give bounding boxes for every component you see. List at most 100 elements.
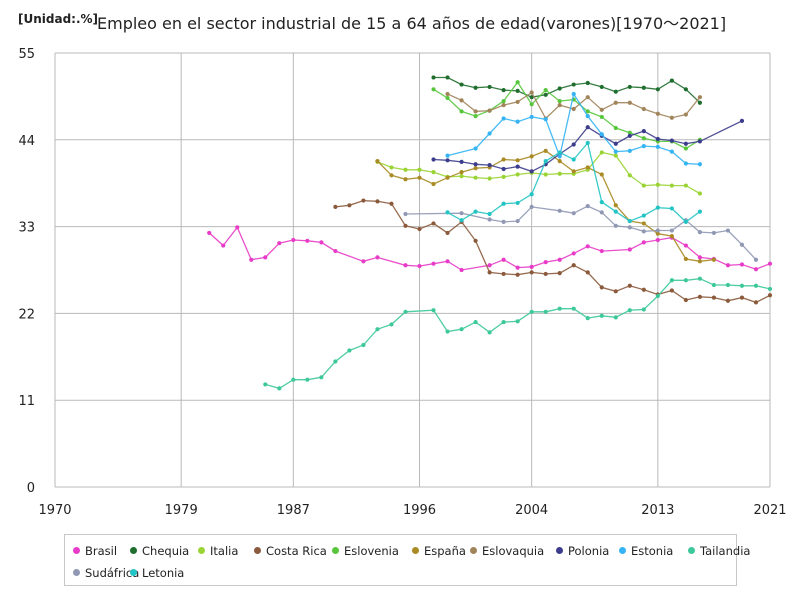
data-point-costa-rica <box>571 263 576 268</box>
legend-item[interactable]: Italia <box>198 544 238 558</box>
data-point-tailandia <box>683 278 688 283</box>
data-point-polonia <box>669 138 674 143</box>
data-point-brasil <box>403 263 408 268</box>
data-point-tailandia <box>767 286 773 292</box>
legend-item[interactable]: Letonia <box>130 566 184 580</box>
legend-item[interactable]: Brasil <box>73 544 117 558</box>
data-point-eslovaquia <box>627 100 632 105</box>
data-point-tailandia <box>263 382 268 387</box>
series-tailandia <box>263 276 773 391</box>
data-point-espana <box>389 173 394 178</box>
data-point-italia <box>515 172 520 177</box>
data-point-letonia <box>557 150 562 155</box>
data-point-tailandia <box>669 278 674 283</box>
data-point-italia <box>487 176 492 181</box>
legend-item[interactable]: Sudáfrica <box>73 566 139 580</box>
data-point-tailandia <box>473 319 478 325</box>
data-point-polonia <box>431 157 436 162</box>
series-line-letonia <box>447 141 701 223</box>
data-point-polonia <box>683 141 688 146</box>
legend-item[interactable]: Chequia <box>130 544 189 558</box>
series-line-italia <box>377 151 701 195</box>
data-point-italia <box>599 150 604 155</box>
data-point-italia <box>403 167 408 172</box>
data-point-tailandia <box>753 283 759 288</box>
data-point-brasil <box>431 261 436 266</box>
data-point-estonia <box>641 144 646 149</box>
x-tick-label: 1987 <box>277 503 310 518</box>
data-point-costa-rica <box>473 238 478 243</box>
data-point-eslovenia <box>641 136 646 141</box>
data-point-estonia <box>669 149 674 154</box>
data-point-polonia <box>459 159 464 164</box>
data-point-eslovenia <box>515 80 520 85</box>
data-point-eslovenia <box>459 109 464 114</box>
data-point-estonia <box>627 148 632 153</box>
data-point-costa-rica <box>613 289 618 294</box>
data-point-brasil <box>753 267 759 272</box>
data-point-polonia <box>641 129 646 134</box>
data-point-italia <box>683 183 688 188</box>
legend-item[interactable]: Costa Rica <box>254 544 327 558</box>
legend-marker <box>254 547 261 554</box>
data-point-tailandia <box>487 330 492 335</box>
data-point-costa-rica <box>543 271 548 277</box>
legend-item[interactable]: Eslovenia <box>332 544 399 558</box>
data-point-sudafrica <box>627 225 632 230</box>
data-point-tailandia <box>739 283 745 288</box>
data-point-espana <box>403 177 408 182</box>
data-point-letonia <box>669 206 674 211</box>
data-point-polonia <box>571 142 576 147</box>
data-point-brasil <box>655 237 660 243</box>
data-point-estonia <box>557 154 562 159</box>
data-point-eslovaquia <box>445 91 450 97</box>
data-point-letonia <box>641 213 646 218</box>
data-point-eslovaquia <box>669 115 674 120</box>
data-point-costa-rica <box>599 285 604 290</box>
legend-item[interactable]: Tailandia <box>688 544 750 558</box>
legend-label: Eslovaquia <box>482 544 545 558</box>
data-point-brasil <box>501 257 506 262</box>
data-point-italia <box>655 182 660 187</box>
data-point-eslovaquia <box>459 98 464 103</box>
legend-item[interactable]: Eslovaquia <box>470 544 544 558</box>
data-point-eslovaquia <box>571 106 576 112</box>
series-costa-rica <box>333 198 773 305</box>
data-point-chequia <box>515 88 520 93</box>
data-point-costa-rica <box>445 230 450 236</box>
legend-item[interactable]: Polonia <box>556 544 609 558</box>
data-point-espana <box>431 181 436 187</box>
data-point-chequia <box>669 78 674 83</box>
x-tick-label: 1996 <box>403 503 436 518</box>
data-point-sudafrica <box>487 217 492 222</box>
data-point-estonia <box>599 132 604 137</box>
legend-label: Chequia <box>142 544 190 558</box>
data-point-estonia <box>445 153 450 158</box>
data-point-chequia <box>431 75 436 80</box>
data-point-espana <box>669 233 674 239</box>
data-point-chequia <box>627 84 632 90</box>
data-point-tailandia <box>375 327 380 332</box>
y-tick-label: 33 <box>18 221 35 236</box>
data-point-costa-rica <box>697 294 703 299</box>
data-point-chequia <box>473 85 478 90</box>
data-point-tailandia <box>305 377 310 382</box>
data-point-eslovenia <box>627 130 632 135</box>
series-line-espana <box>377 150 714 262</box>
legend: Brasil Chequia Italia Costa Rica Eslovenia Es… <box>64 534 750 586</box>
data-point-estonia <box>683 161 688 166</box>
data-point-italia <box>389 165 394 170</box>
series-espana <box>375 148 717 264</box>
data-point-chequia <box>487 84 492 90</box>
legend-item[interactable]: España <box>412 544 466 558</box>
legend-label: Letonia <box>142 566 185 580</box>
legend-label: Italia <box>210 544 239 558</box>
data-point-tailandia <box>543 309 548 314</box>
data-point-polonia <box>585 125 590 130</box>
data-point-costa-rica <box>753 300 759 305</box>
data-point-chequia <box>585 80 590 86</box>
legend-item[interactable]: Estonia <box>619 544 673 558</box>
data-point-sudafrica <box>739 242 745 247</box>
data-point-espana <box>445 175 450 180</box>
x-tick-label: 2021 <box>753 503 786 518</box>
